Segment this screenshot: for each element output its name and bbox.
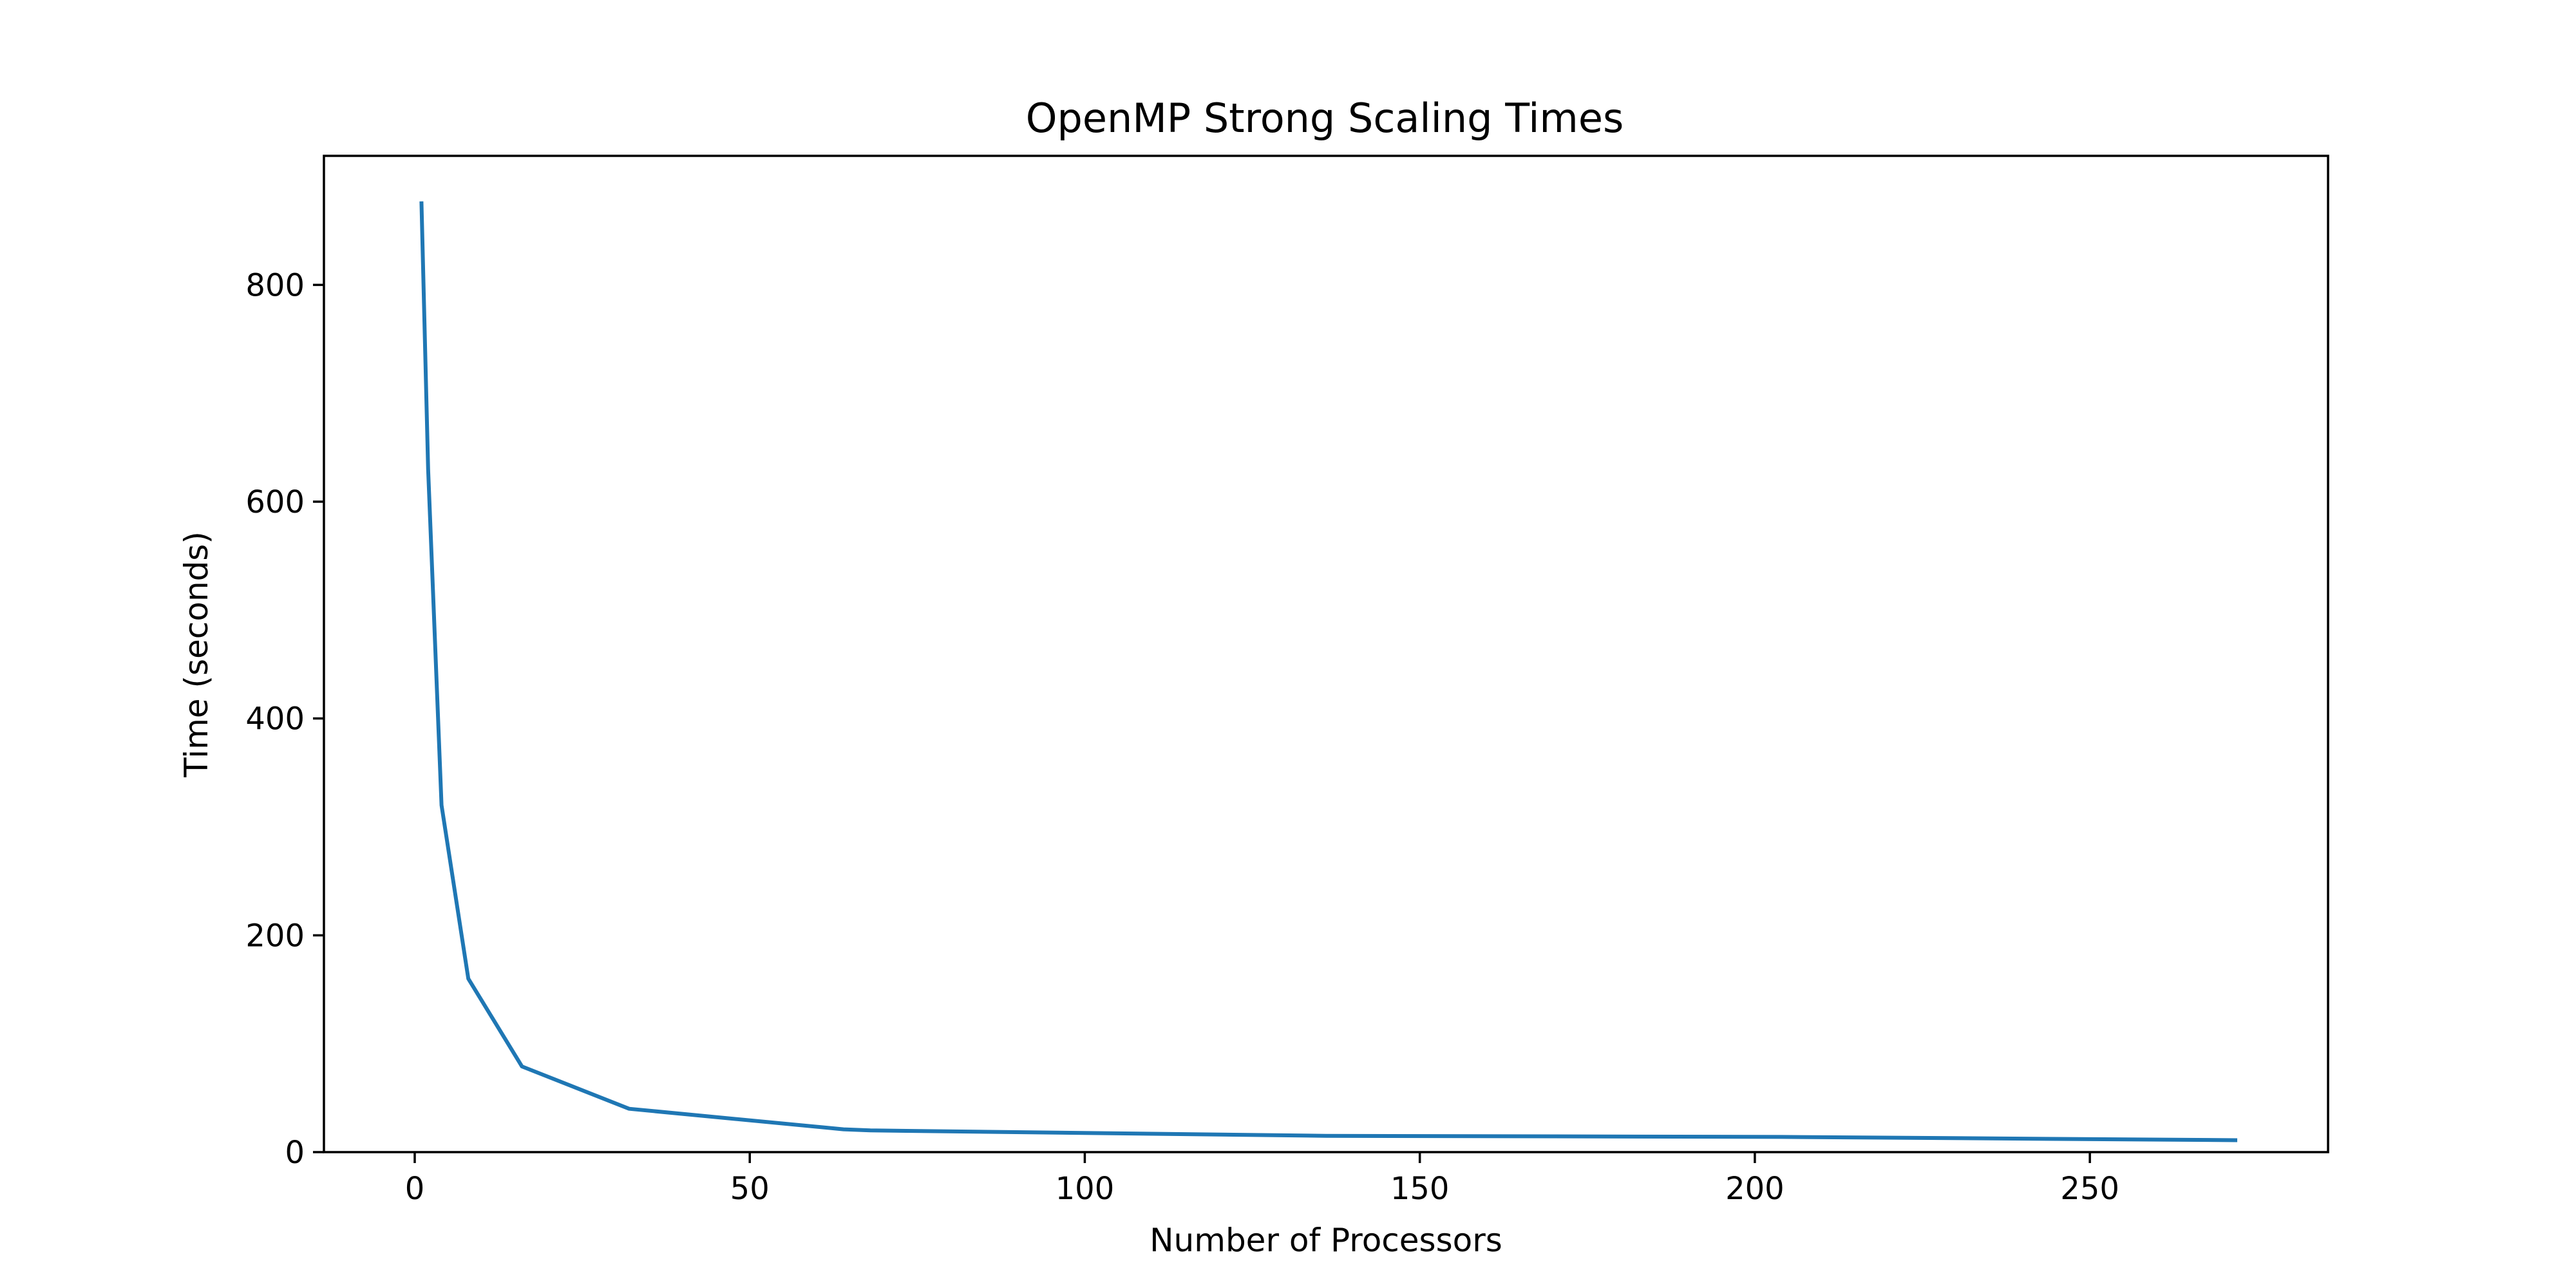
chart-title: OpenMP Strong Scaling Times: [1026, 95, 1624, 142]
y-tick-label: 600: [245, 484, 305, 520]
x-tick-label: 200: [1725, 1171, 1785, 1207]
plot-frame: [323, 155, 2329, 1153]
y-tick-label: 0: [285, 1135, 305, 1171]
y-tick-label: 800: [245, 267, 305, 303]
x-tick-label: 150: [1390, 1171, 1450, 1207]
x-tick-label: 50: [730, 1171, 770, 1207]
x-axis: 0 50 100 150 200 250: [405, 1152, 2119, 1207]
x-tick-label: 100: [1056, 1171, 1115, 1207]
x-axis-label: Number of Processors: [1150, 1222, 1502, 1259]
y-tick-label: 400: [245, 701, 305, 737]
x-tick-label: 0: [405, 1171, 425, 1207]
x-tick-label: 250: [2060, 1171, 2119, 1207]
y-axis-label: Time (seconds): [178, 531, 215, 778]
series-line: [419, 201, 2238, 1142]
y-axis: 0 200 400 600 800: [245, 267, 324, 1171]
plot-area: [419, 201, 2238, 1142]
y-tick-label: 200: [245, 918, 305, 954]
